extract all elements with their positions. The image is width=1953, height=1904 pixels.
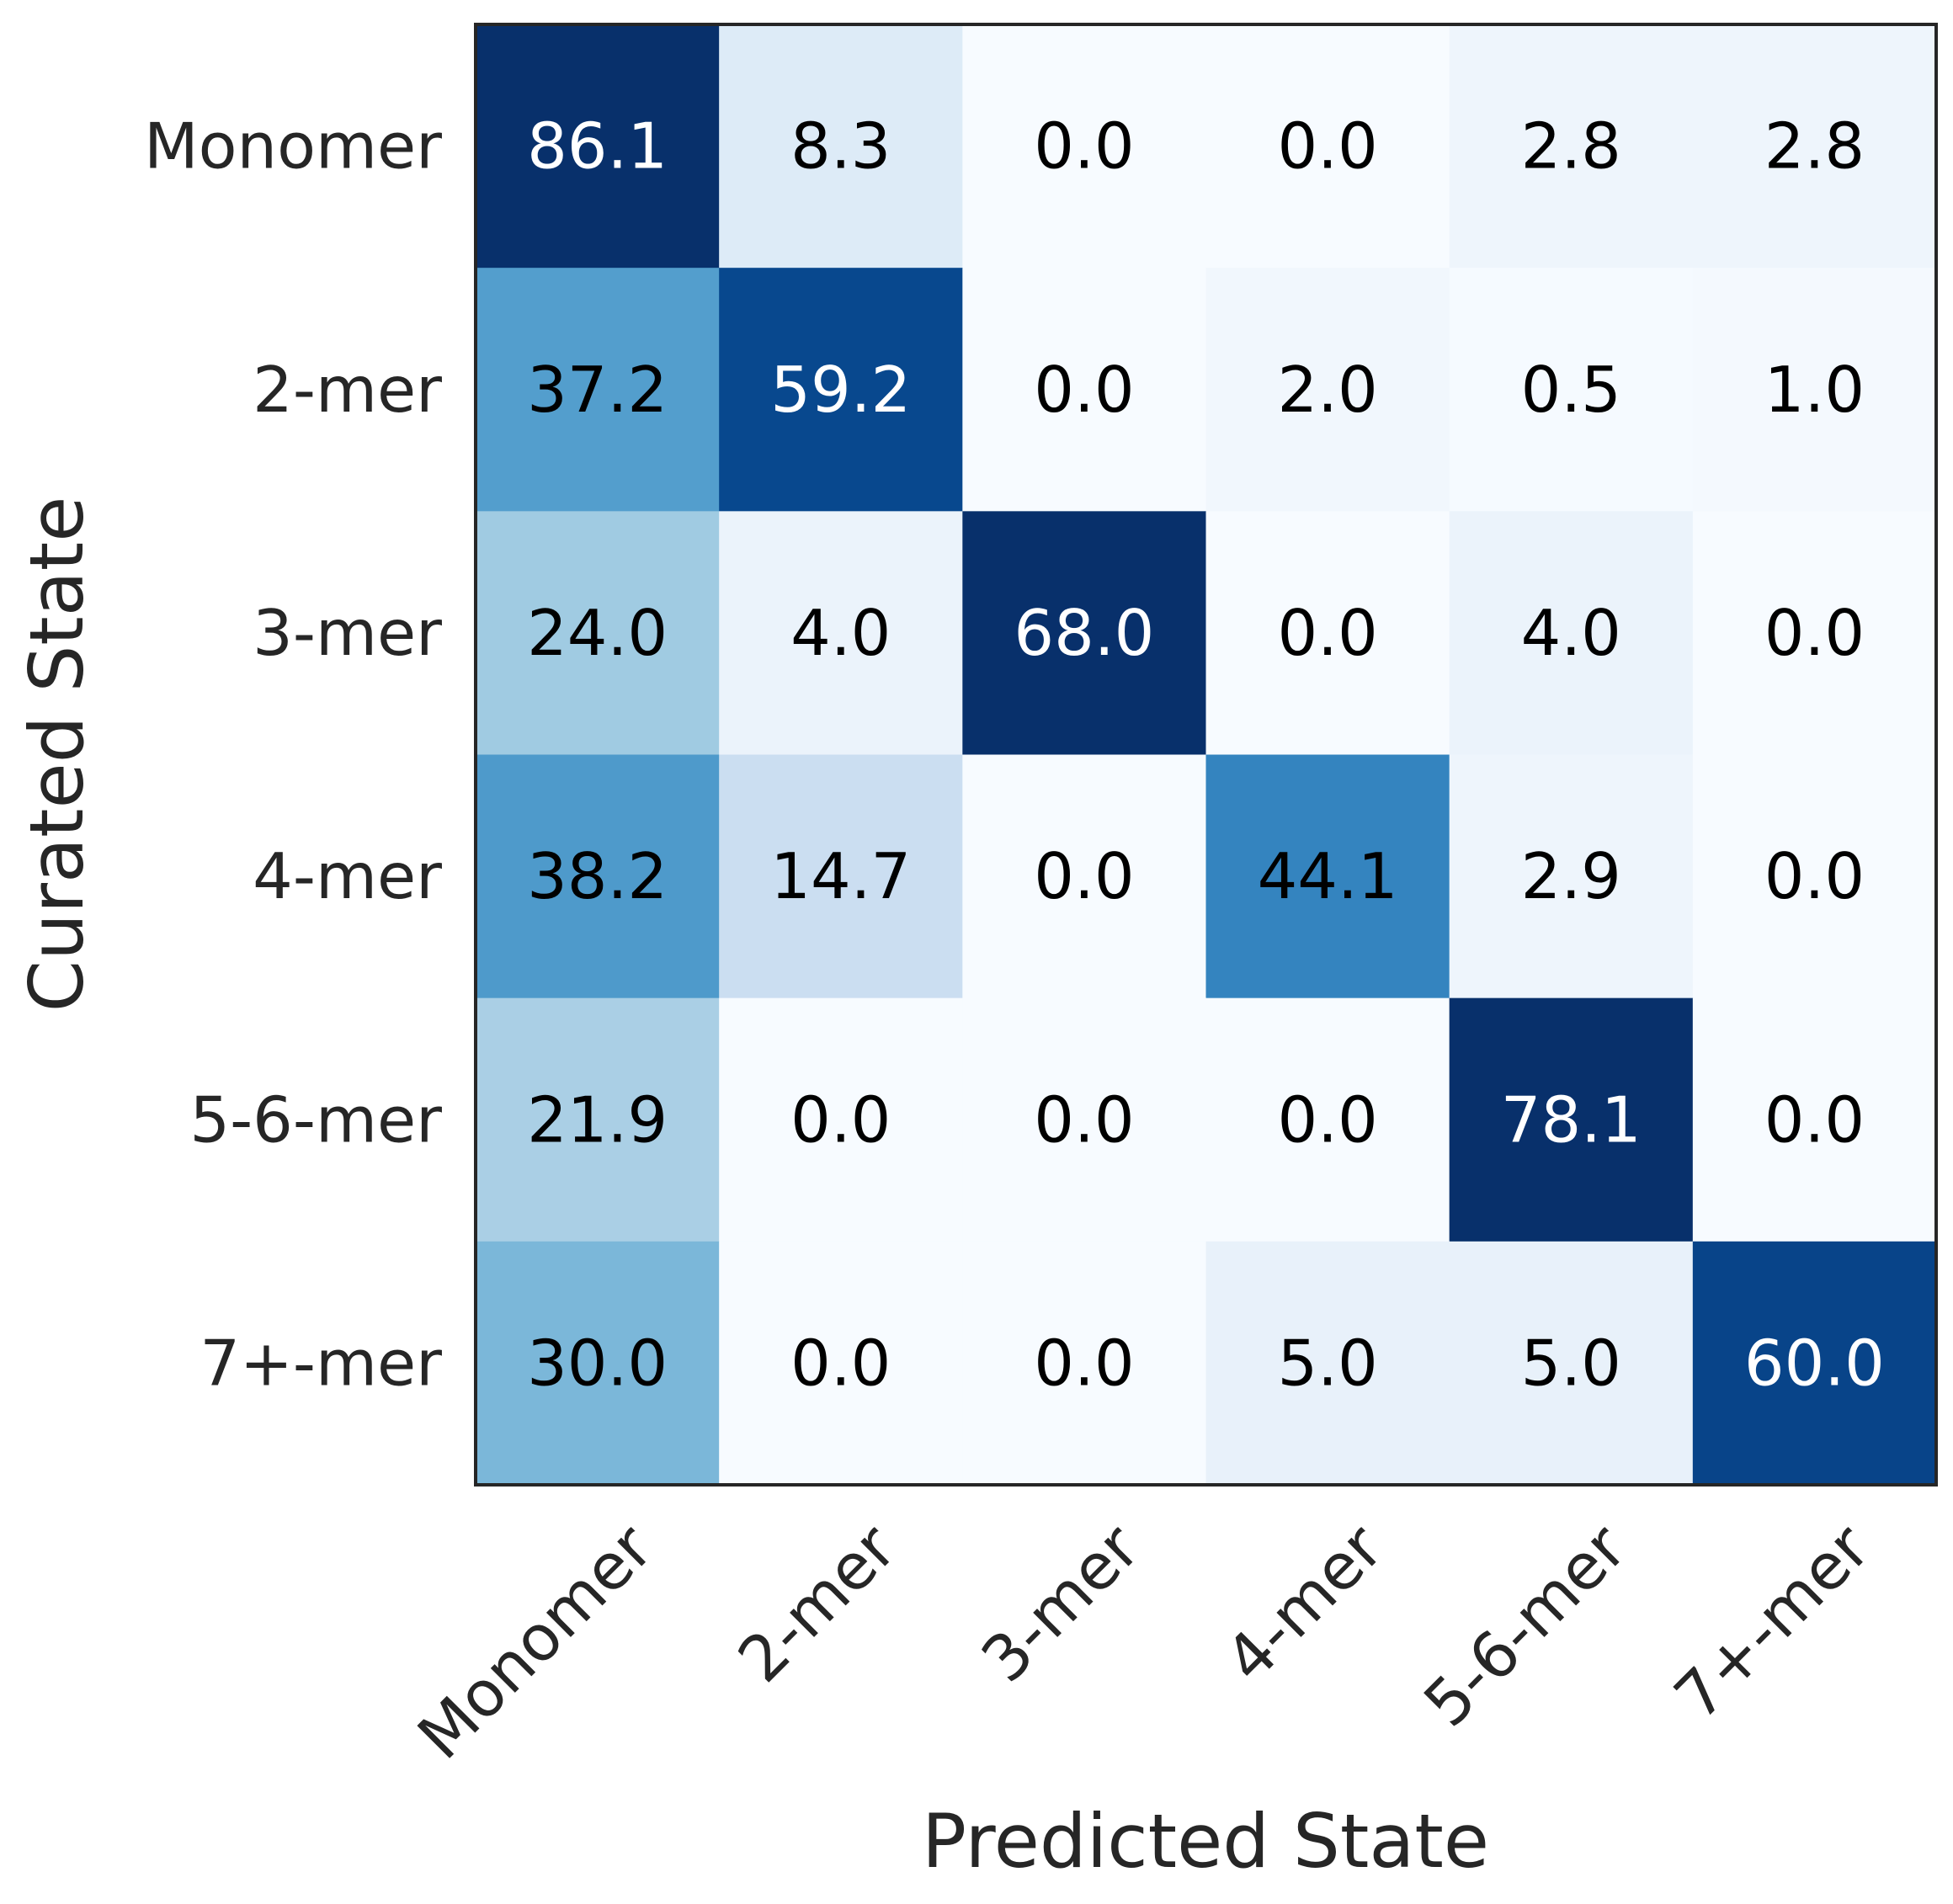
heatmap-cell-label-r3-c1: 14.7 <box>770 839 911 913</box>
x-tick-label-1: 2-mer <box>724 1510 910 1696</box>
heatmap-cell-label-r4-c3: 0.0 <box>1277 1082 1377 1157</box>
heatmap-cell-label-r0-c0: 86.1 <box>527 109 668 183</box>
heatmap-cell-label-r0-c2: 0.0 <box>1034 109 1134 183</box>
heatmap-cell-label-r3-c0: 38.2 <box>527 839 668 913</box>
heatmap-cell-label-r5-c4: 5.0 <box>1521 1326 1621 1400</box>
heatmap-cells <box>476 24 1937 1486</box>
heatmap-cell-label-r4-c2: 0.0 <box>1034 1082 1134 1157</box>
y-tick-label-2: 3-mer <box>253 596 442 670</box>
heatmap-cell-label-r5-c3: 5.0 <box>1277 1326 1377 1400</box>
y-tick-label-0: Monomer <box>144 109 442 183</box>
y-tick-label-3: 4-mer <box>253 839 442 913</box>
heatmap-cell-label-r5-c5: 60.0 <box>1744 1326 1885 1400</box>
heatmap-cell-label-r2-c1: 4.0 <box>790 596 891 670</box>
heatmap-cell-label-r3-c5: 0.0 <box>1764 839 1865 913</box>
heatmap-cell-label-r5-c1: 0.0 <box>790 1326 891 1400</box>
x-tick-labels: Monomer 2-mer 3-mer 4-mer 5-6-mer 7+-mer <box>403 1510 1884 1774</box>
heatmap-cell-label-r1-c3: 2.0 <box>1277 353 1377 427</box>
heatmap-cell-label-r1-c4: 0.5 <box>1521 353 1621 427</box>
heatmap-cell-label-r5-c0: 30.0 <box>527 1326 668 1400</box>
heatmap-cell-label-r3-c2: 0.0 <box>1034 839 1134 913</box>
y-axis-label: Curated State <box>13 497 100 1013</box>
heatmap-cell-label-r0-c3: 0.0 <box>1277 109 1377 183</box>
x-tick-label-2: 3-mer <box>967 1510 1153 1696</box>
x-tick-label-3: 4-mer <box>1211 1510 1397 1696</box>
heatmap-cell-label-r3-c3: 44.1 <box>1258 839 1398 913</box>
x-tick-label-4: 5-6-mer <box>1409 1510 1640 1741</box>
heatmap-cell-label-r5-c2: 0.0 <box>1034 1326 1134 1400</box>
heatmap-cell-label-r2-c2: 68.0 <box>1014 596 1154 670</box>
heatmap-cell-label-r2-c0: 24.0 <box>527 596 668 670</box>
heatmap-cell-label-r2-c5: 0.0 <box>1764 596 1865 670</box>
heatmap-cell-label-r4-c0: 21.9 <box>527 1082 668 1157</box>
heatmap-cell-label-r2-c4: 4.0 <box>1521 596 1621 670</box>
heatmap-cell-label-r3-c4: 2.9 <box>1521 839 1621 913</box>
heatmap-cell-label-r4-c5: 0.0 <box>1764 1082 1865 1157</box>
heatmap-cell-label-r4-c4: 78.1 <box>1501 1082 1642 1157</box>
heatmap-cell-label-r0-c5: 2.8 <box>1764 109 1865 183</box>
x-axis-label: Predicted State <box>922 1798 1489 1885</box>
y-tick-label-4: 5-6-mer <box>189 1082 442 1157</box>
heatmap-cell-label-r0-c4: 2.8 <box>1521 109 1621 183</box>
y-tick-label-1: 2-mer <box>253 353 442 427</box>
y-tick-label-5: 7+-mer <box>200 1326 442 1400</box>
heatmap-cell-label-r1-c2: 0.0 <box>1034 353 1134 427</box>
heatmap-cell-label-r0-c1: 8.3 <box>790 109 891 183</box>
heatmap-cell-label-r2-c3: 0.0 <box>1277 596 1377 670</box>
heatmap-cell-label-r1-c5: 1.0 <box>1764 353 1865 427</box>
heatmap-cell-label-r4-c1: 0.0 <box>790 1082 891 1157</box>
heatmap-cell-label-r1-c0: 37.2 <box>527 353 668 427</box>
x-tick-label-5: 7+-mer <box>1660 1510 1884 1734</box>
x-tick-label-0: Monomer <box>403 1510 667 1774</box>
y-tick-labels: Monomer 2-mer 3-mer 4-mer 5-6-mer 7+-mer <box>144 109 442 1401</box>
heatmap-cell-label-r1-c1: 59.2 <box>770 353 911 427</box>
